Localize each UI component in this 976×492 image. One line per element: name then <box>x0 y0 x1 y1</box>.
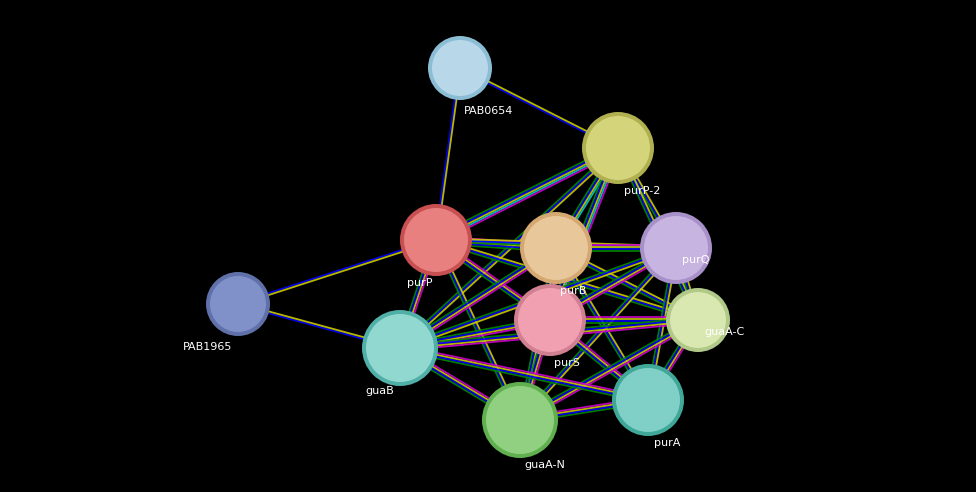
Circle shape <box>432 40 488 96</box>
Text: purB: purB <box>560 286 587 296</box>
Circle shape <box>670 292 726 348</box>
Text: guaB: guaB <box>365 386 394 396</box>
Circle shape <box>366 314 434 382</box>
Circle shape <box>486 386 554 454</box>
Text: PAB1965: PAB1965 <box>183 342 232 352</box>
Circle shape <box>482 382 558 458</box>
Circle shape <box>520 212 592 284</box>
Circle shape <box>616 368 680 432</box>
Circle shape <box>362 310 438 386</box>
Circle shape <box>404 208 468 272</box>
Text: guaA-C: guaA-C <box>704 327 745 337</box>
Text: purP-2: purP-2 <box>624 186 661 196</box>
Circle shape <box>524 216 588 280</box>
Text: purS: purS <box>554 358 580 368</box>
Circle shape <box>582 112 654 184</box>
Circle shape <box>514 284 586 356</box>
Text: purQ: purQ <box>682 255 710 265</box>
Circle shape <box>400 204 472 276</box>
Text: PAB0654: PAB0654 <box>464 106 513 116</box>
Circle shape <box>644 216 708 280</box>
Circle shape <box>666 288 730 352</box>
Circle shape <box>428 36 492 100</box>
Circle shape <box>612 364 684 436</box>
Text: purP: purP <box>406 278 432 288</box>
Text: purA: purA <box>654 438 680 448</box>
Text: guaA-N: guaA-N <box>524 460 565 470</box>
Circle shape <box>586 116 650 180</box>
Circle shape <box>210 276 266 332</box>
Circle shape <box>518 288 582 352</box>
Circle shape <box>206 272 270 336</box>
Circle shape <box>640 212 712 284</box>
